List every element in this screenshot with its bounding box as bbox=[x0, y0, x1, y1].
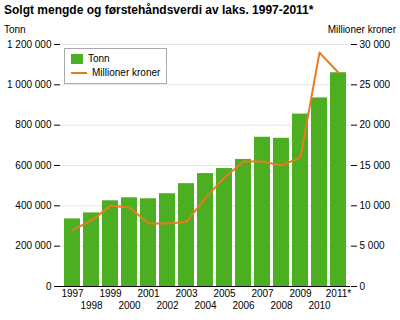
svg-text:0: 0 bbox=[46, 281, 52, 292]
svg-text:25 000: 25 000 bbox=[360, 79, 391, 90]
svg-text:2005: 2005 bbox=[213, 288, 236, 299]
svg-text:2011*: 2011* bbox=[326, 288, 352, 299]
svg-text:2007: 2007 bbox=[251, 288, 274, 299]
svg-text:200 000: 200 000 bbox=[15, 240, 52, 251]
svg-text:1 200 000: 1 200 000 bbox=[7, 39, 52, 50]
svg-text:400 000: 400 000 bbox=[15, 200, 52, 211]
svg-text:1999: 1999 bbox=[99, 288, 122, 299]
svg-text:2003: 2003 bbox=[175, 288, 198, 299]
svg-text:2006: 2006 bbox=[232, 300, 255, 311]
svg-text:30 000: 30 000 bbox=[360, 39, 391, 50]
svg-text:1998: 1998 bbox=[80, 300, 103, 311]
svg-text:2001: 2001 bbox=[137, 288, 160, 299]
svg-text:800 000: 800 000 bbox=[15, 119, 52, 130]
svg-text:20 000: 20 000 bbox=[360, 119, 391, 130]
svg-text:2010: 2010 bbox=[308, 300, 331, 311]
svg-text:1997: 1997 bbox=[61, 288, 84, 299]
svg-text:1 000 000: 1 000 000 bbox=[7, 79, 52, 90]
svg-text:10 000: 10 000 bbox=[360, 200, 391, 211]
svg-text:2009: 2009 bbox=[289, 288, 312, 299]
svg-text:5 000: 5 000 bbox=[360, 240, 385, 251]
svg-text:2002: 2002 bbox=[156, 300, 179, 311]
svg-text:2004: 2004 bbox=[194, 300, 217, 311]
svg-text:2000: 2000 bbox=[118, 300, 141, 311]
svg-text:15 000: 15 000 bbox=[360, 160, 391, 171]
svg-text:600 000: 600 000 bbox=[15, 160, 52, 171]
html-text:Tonn: Tonn bbox=[88, 53, 110, 64]
html-text:Millioner kroner: Millioner kroner bbox=[92, 67, 161, 78]
html-text:Millioner kroner: Millioner kroner bbox=[327, 24, 396, 35]
html-text:Tonn: Tonn bbox=[4, 24, 26, 35]
html-text:Solgt mengde og førstehåndsver: Solgt mengde og førstehåndsverdi av laks… bbox=[4, 3, 314, 17]
svg-text:2008: 2008 bbox=[270, 300, 293, 311]
svg-text:0: 0 bbox=[360, 281, 366, 292]
